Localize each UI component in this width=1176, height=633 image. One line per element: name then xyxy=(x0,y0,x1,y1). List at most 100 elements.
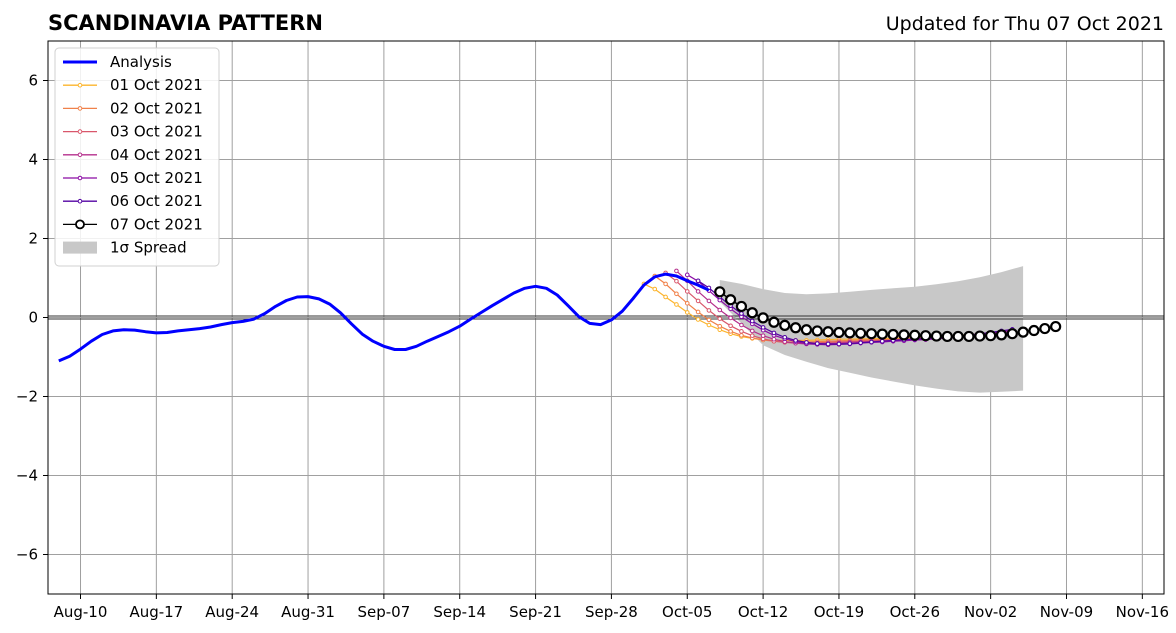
series-point xyxy=(1050,320,1062,333)
series-point xyxy=(735,300,748,313)
series-point xyxy=(684,300,690,306)
series-point xyxy=(717,316,723,321)
x-tick-label: Aug-31 xyxy=(281,603,335,621)
series-point xyxy=(652,286,658,292)
chart-subtitle: Updated for Thu 07 Oct 2021 xyxy=(886,13,1164,35)
series-point xyxy=(782,334,788,340)
series-point xyxy=(714,286,726,298)
series-point xyxy=(995,329,1008,341)
series-point xyxy=(757,312,769,324)
series-point xyxy=(768,316,780,328)
series-point xyxy=(717,307,723,313)
x-tick-label: Sep-07 xyxy=(357,603,410,621)
series-point xyxy=(898,329,910,341)
legend-marker xyxy=(75,219,85,230)
series-point xyxy=(833,326,845,339)
legend-marker xyxy=(77,198,83,204)
series-point xyxy=(684,272,690,278)
series-point xyxy=(674,302,679,307)
series-point xyxy=(847,341,853,346)
series-point xyxy=(771,330,777,336)
series-point xyxy=(706,322,712,328)
series-point xyxy=(952,330,964,343)
series-point xyxy=(760,333,766,338)
series-point xyxy=(717,323,723,329)
x-tick-label: Aug-24 xyxy=(205,603,259,621)
legend-marker xyxy=(77,152,83,158)
series-point xyxy=(760,325,766,330)
legend-label: 07 Oct 2021 xyxy=(110,215,203,233)
analysis-line xyxy=(58,272,710,363)
spread-band xyxy=(719,263,1024,393)
series-point xyxy=(793,338,798,343)
x-tick-label: Aug-17 xyxy=(129,603,183,621)
series-point xyxy=(779,319,791,331)
legend-swatch xyxy=(63,241,97,254)
series-point xyxy=(663,294,668,300)
x-tick-label: Nov-09 xyxy=(1040,603,1093,621)
y-tick-label: −4 xyxy=(16,467,38,485)
series-point xyxy=(674,268,679,274)
legend-label: Analysis xyxy=(110,53,172,71)
series-point xyxy=(739,332,744,338)
chart-title: SCANDINAVIA PATTERN xyxy=(48,11,323,35)
series-point xyxy=(814,341,820,346)
y-tick-label: −6 xyxy=(16,546,38,564)
series-point xyxy=(974,330,986,342)
series-point xyxy=(963,330,975,343)
series-point xyxy=(855,327,867,339)
series-point xyxy=(739,311,744,316)
x-tick-label: Nov-02 xyxy=(964,603,1017,621)
series-point xyxy=(985,330,997,342)
legend-label: 01 Oct 2021 xyxy=(110,76,203,94)
series-point xyxy=(728,329,733,334)
series-point xyxy=(739,329,744,334)
series-point xyxy=(684,310,690,315)
y-axis-ticks: −6 −4 −2 0 2 4 6 xyxy=(16,72,48,564)
series-point xyxy=(811,325,823,337)
series-point xyxy=(876,328,888,340)
series-point xyxy=(1039,322,1051,335)
series-point xyxy=(695,309,701,315)
legend-label: 05 Oct 2021 xyxy=(110,169,203,187)
x-tick-label: Sep-14 xyxy=(433,603,486,621)
series-point xyxy=(920,330,932,342)
legend-marker xyxy=(77,129,83,134)
series-point xyxy=(695,289,701,294)
series-point xyxy=(836,341,842,347)
x-axis-ticks: Aug-10 Aug-17 Aug-24 Aug-31 Sep-07 Sep-14 Sep-… xyxy=(54,594,1169,621)
legend-label: 06 Oct 2021 xyxy=(110,192,203,210)
series-point xyxy=(909,329,921,341)
analysis-series xyxy=(58,272,710,363)
legend-label: 03 Oct 2021 xyxy=(110,123,203,141)
series-point xyxy=(790,322,802,334)
legend-label: 02 Oct 2021 xyxy=(110,99,203,117)
legend-marker xyxy=(77,175,83,181)
series-point xyxy=(771,336,777,342)
zero-line xyxy=(48,315,1164,320)
series-point xyxy=(749,333,755,338)
x-tick-label: Sep-21 xyxy=(509,603,562,621)
x-tick-label: Nov-16 xyxy=(1116,603,1169,621)
y-tick-label: 6 xyxy=(28,72,38,90)
x-tick-label: Oct-19 xyxy=(814,603,864,621)
y-tick-label: 4 xyxy=(28,151,38,169)
series-point xyxy=(695,298,701,304)
series-point xyxy=(930,330,943,342)
series-point xyxy=(684,289,690,294)
legend-label: 1σ Spread xyxy=(110,239,187,257)
x-tick-label: Oct-12 xyxy=(738,603,788,621)
forecast-series xyxy=(641,268,1062,348)
y-tick-label: −2 xyxy=(16,388,38,406)
series-point xyxy=(1006,328,1018,340)
series-point xyxy=(822,326,834,338)
series-point xyxy=(739,322,744,328)
y-tick-label: 0 xyxy=(28,309,38,327)
series-point xyxy=(1017,326,1029,338)
series-point xyxy=(674,278,679,284)
series-point xyxy=(800,324,813,336)
legend-marker xyxy=(77,82,83,88)
series-point xyxy=(941,330,953,343)
series-point xyxy=(706,308,712,313)
